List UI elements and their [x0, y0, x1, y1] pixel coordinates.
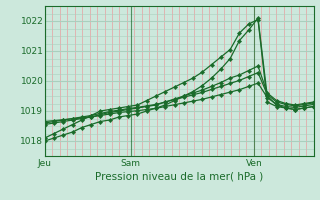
X-axis label: Pression niveau de la mer( hPa ): Pression niveau de la mer( hPa ) — [95, 172, 263, 182]
